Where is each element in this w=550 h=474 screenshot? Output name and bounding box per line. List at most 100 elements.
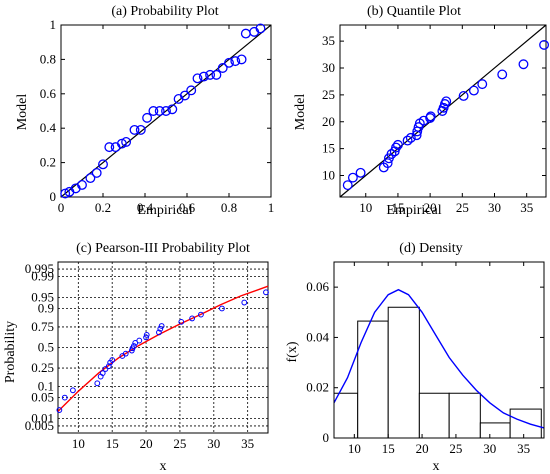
panel-c-y-tick-label: 0.005 [25,418,54,433]
panel-c-data-point [189,315,196,322]
panel-b-data-point [425,111,436,122]
panel-c-data-point [99,370,106,377]
panel-a-data-point [98,159,108,170]
panel-b-data-point [402,135,413,146]
panel-b-data-point [355,167,366,178]
panel-b-y-tick-label: 20 [322,114,335,129]
panel-c-fit-curve [57,285,269,412]
panel-a-data-point [142,112,153,123]
panel-b-data-point [382,158,393,169]
panel-b-x-tick-label: 10 [359,200,372,215]
panel-a-data-point [85,173,96,184]
panel-a-y-tick-label: 0 [50,189,57,204]
panel-c-x-tick-label: 10 [72,436,85,451]
panel-b-xlabel: Empirical [386,203,441,218]
panel-a-data-point [192,73,203,84]
panel-c-data-point [156,329,162,336]
panel-b-data-point [458,90,469,101]
panel-c-data-point [158,323,165,329]
panel-b-y-tick-label: 10 [322,168,335,183]
panel-a-data-point [255,23,266,34]
panel-a-data-point [186,85,197,96]
panel-b-data-point [347,172,358,183]
panel-d-x-tick-label: 35 [517,441,530,456]
panel-a-y-tick-label: 1 [50,17,57,32]
panel-d-x-tick-label: 20 [416,441,429,456]
panel-c-data-point [70,387,76,394]
panel-probability-plot: (a) Probability Plot Empirical Model 0 0.… [15,4,274,218]
panel-c-data-point [94,380,101,387]
panel-b-x-tick-label: 20 [424,200,437,215]
panel-c-data-point [263,289,269,296]
panel-a-data-point [121,137,132,147]
panel-a-y-tick-label: 0.6 [40,86,57,101]
panel-b-x-tick-label: 25 [456,200,469,215]
panel-c-data-point [136,337,143,344]
panel-c-y-tick-label: 0.95 [31,289,54,304]
panel-c-title: (c) Pearson-III Probability Plot [76,241,250,256]
panel-a-data-point [129,124,140,135]
panel-b-data-point [539,39,550,50]
panel-c-plot-frame [57,261,269,434]
panel-d-ylabel: f(x) [285,341,300,362]
panel-d-x-tick-label: 15 [382,441,395,456]
panel-a-data-point [91,167,102,178]
panel-c-y-tick-label: 0.995 [25,261,54,276]
panel-c-y-tick-label: 0.01 [31,410,54,425]
panel-d-density-curve [333,288,545,429]
panel-b-y-tick-label: 25 [322,87,335,102]
panel-a-x-tick-label: 0.4 [137,200,154,215]
panel-a-y-tick-label: 0.8 [40,51,56,66]
panel-c-y-tick-label: 0.9 [38,300,54,315]
panel-d-plot-frame [333,261,545,439]
panel-c-y-tick-label: 0.5 [38,340,54,355]
panel-a-data-point [77,180,87,190]
panel-b-title: (b) Quantile Plot [367,4,461,19]
panel-b-y-tick-label: 35 [322,33,335,48]
panel-b-data-point [468,85,479,96]
panel-d-y-tick-label: 0.04 [306,329,329,344]
panel-d-y-tick-label: 0.06 [306,279,329,294]
panel-d-histogram-bar [387,306,420,439]
panel-b-data-point [418,115,429,126]
panel-c-xlabel: x [160,459,167,474]
panel-c-data-point [102,366,109,372]
panel-a-x-tick-label: 0.8 [221,200,237,215]
panel-b-x-tick-label: 35 [520,200,533,215]
panel-a-x-tick-label: 0.2 [95,200,111,215]
panel-c-data-point [105,363,112,370]
panel-b-y-tick-label: 15 [322,141,335,156]
panel-a-xlabel: Empirical [137,203,192,218]
panel-c-data-point [143,334,149,341]
panel-c-data-point [61,394,68,401]
panel-d-x-tick-label: 10 [348,441,361,456]
panel-a-y-tick-label: 0.2 [40,155,56,170]
panel-c-data-point [178,318,185,325]
panel-c-data-point [130,343,137,349]
panel-b-reference-line [339,24,547,198]
panel-a-title: (a) Probability Plot [111,4,218,19]
panel-b-y-tick-label: 30 [322,60,335,75]
panel-d-histogram-bar [357,320,389,439]
panel-a-data-point [161,106,171,116]
panel-a-x-tick-label: 0.6 [179,200,196,215]
panel-a-data-point [211,69,222,80]
panel-c-ylabel: Probability [3,321,18,383]
panel-a-y-tick-label: 0.4 [40,120,57,135]
panel-d-histogram-bar [479,422,511,439]
panel-a-data-point [104,142,115,153]
panel-c-y-tick-label: 0.1 [38,379,54,394]
panel-b-x-tick-label: 30 [488,200,501,215]
panel-d-y-tick-label: 0 [323,430,330,445]
panel-c-data-point [157,325,164,332]
panel-b-data-point [391,142,401,153]
panel-b-data-point [386,149,397,159]
panel-c-y-tick-label: 0.75 [31,319,54,334]
panel-b-data-point [342,180,353,191]
panel-a-data-point [154,106,165,116]
panel-a-data-point [167,104,178,115]
panel-a-data-point [148,106,159,116]
panel-d-x-tick-label: 30 [483,441,496,456]
panel-c-x-tick-label: 35 [241,436,254,451]
